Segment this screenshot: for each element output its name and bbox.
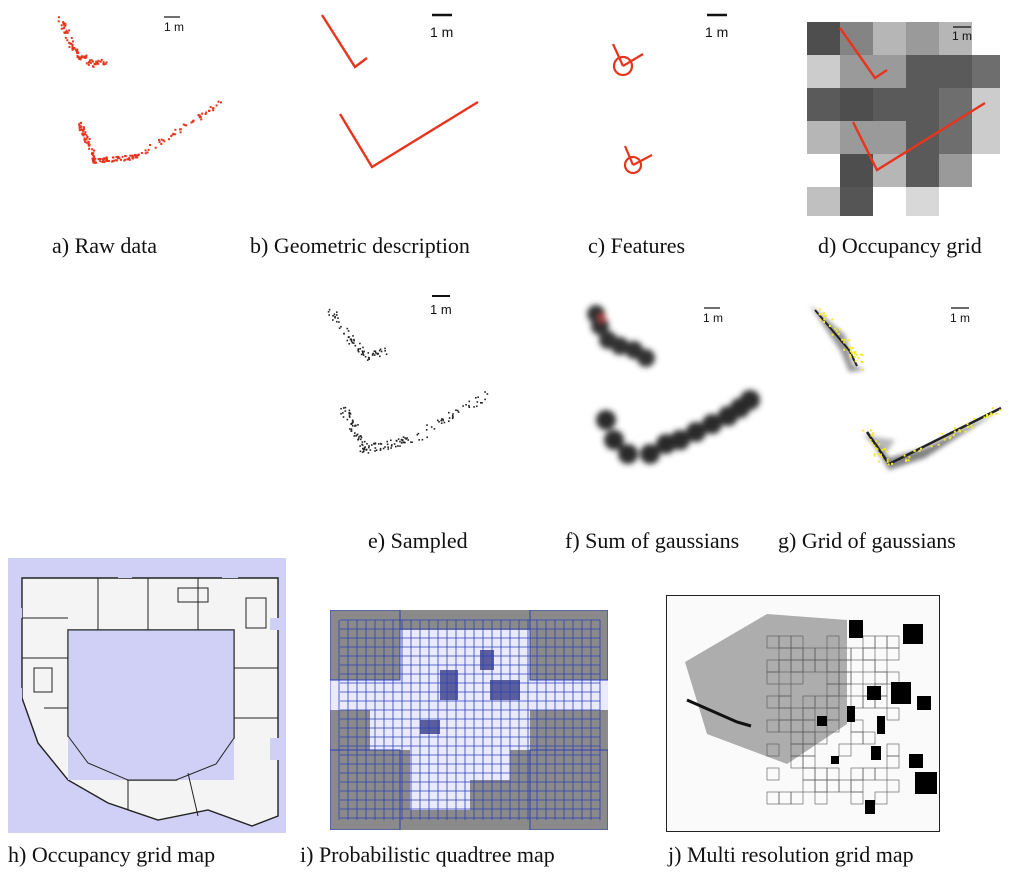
geometric-description-plot: 1 m [320, 13, 479, 169]
caption-features: c) Features [588, 233, 686, 258]
panel-geometric-description: 1 m [290, 0, 500, 230]
room-partitions [22, 578, 278, 817]
caption-occupancy-grid: d) Occupancy grid [818, 233, 982, 258]
panel-occupancy-grid-map [8, 558, 286, 833]
occupancy-grid-plot: 1 m [807, 22, 1000, 216]
occupied-blocks [817, 620, 937, 814]
features-plot: 1 m [611, 13, 728, 175]
dense-fine-region [685, 614, 847, 764]
line-segment-upper [320, 14, 368, 69]
panel-multi-resolution-grid-map [666, 595, 940, 832]
caption-grid-of-gaussians: g) Grid of gaussians [778, 528, 956, 553]
feature-lower [623, 145, 653, 175]
panel-probabilistic-quadtree-map [330, 610, 608, 830]
caption-sampled: e) Sampled [368, 528, 468, 553]
scale-label: 1 m [430, 24, 453, 40]
map-notches [8, 568, 286, 760]
panel-sampled: 1 m [320, 290, 500, 470]
gaussian-shading [810, 305, 1000, 470]
line-segment-upper [839, 27, 888, 80]
raw-scan-points [57, 16, 222, 164]
caption-occupancy-grid-map: h) Occupancy grid map [8, 842, 216, 867]
panel-raw-data: 1 m [40, 0, 250, 230]
scale-label: 1 m [950, 311, 970, 325]
scale-label: 1 m [705, 24, 728, 40]
scale-label: 1 m [430, 302, 452, 317]
yellow-points [818, 308, 1002, 466]
scale-label: 1 m [703, 311, 723, 325]
caption-probabilistic-quadtree-map: i) Probabilistic quadtree map [300, 842, 555, 867]
caption-raw-data: a) Raw data [52, 233, 158, 258]
occupied-line [686, 698, 752, 728]
gaussian-core-lines [814, 309, 1002, 466]
panel-grid-of-gaussians: 1 m [805, 290, 1010, 480]
quadtree-grid-lines [330, 619, 601, 820]
panel-sum-of-gaussians: 1 m [580, 290, 770, 480]
caption-geometric-description: b) Geometric description [250, 233, 470, 258]
line-segment-lower [851, 101, 986, 172]
scale-label: 1 m [164, 20, 184, 34]
caption-sum-of-gaussians: f) Sum of gaussians [565, 528, 740, 553]
occupancy-cells [807, 22, 1000, 216]
quadtree-free-cells [330, 610, 608, 830]
scale-label: 1 m [952, 29, 972, 43]
sum-of-gaussians-plot: 1 m [587, 305, 760, 464]
multi-resolution-grid-plot [685, 614, 937, 814]
panel-occupancy-grid: 1 m [795, 18, 1000, 223]
raw-data-plot: 1 m [57, 16, 222, 164]
gaussian-blobs [587, 305, 760, 464]
feature-upper [611, 43, 644, 77]
sampled-points [327, 308, 489, 454]
courtyard [68, 630, 234, 780]
line-segment-lower [338, 100, 479, 169]
sampled-plot: 1 m [327, 295, 489, 454]
caption-multi-resolution-grid-map: j) Multi resolution grid map [668, 842, 914, 867]
grid-of-gaussians-plot: 1 m [810, 305, 1002, 470]
occupancy-grid-map-plot [8, 568, 286, 827]
panel-features: 1 m [585, 0, 755, 230]
quadtree-map-plot [330, 610, 608, 830]
